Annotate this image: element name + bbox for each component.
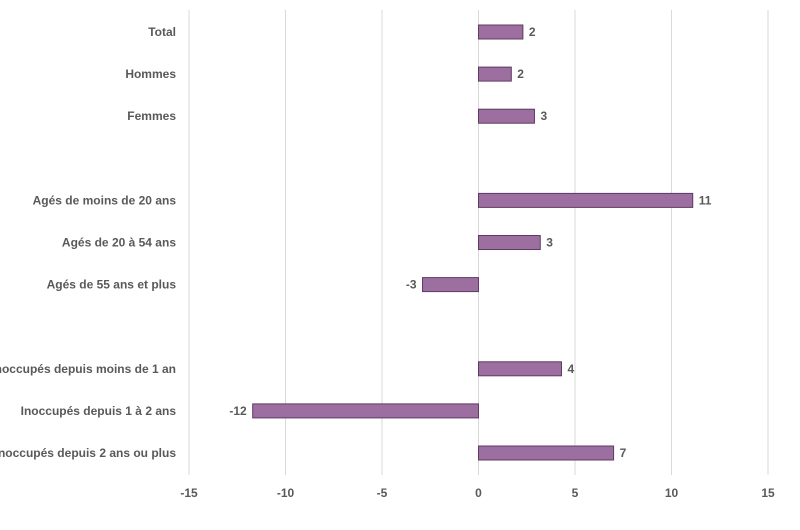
x-tick-label: 0 — [475, 486, 482, 500]
x-tick-label: -15 — [180, 486, 198, 500]
bar — [252, 403, 479, 419]
category-label: Inoccupés depuis 1 à 2 ans — [21, 404, 177, 418]
category-labels: Total Hommes Femmes Agés de moins de 20 ans… — [0, 25, 176, 460]
bars — [252, 24, 694, 461]
gridlines — [188, 10, 769, 475]
bar — [478, 445, 615, 461]
category-label: Inoccupés depuis moins de 1 an — [0, 362, 176, 376]
data-label: 11 — [699, 193, 712, 207]
x-tick-label: 15 — [761, 486, 775, 500]
data-label: 3 — [546, 236, 553, 250]
category-label: Inoccupés depuis 2 ans ou plus — [0, 446, 176, 460]
category-label: Total — [148, 25, 176, 39]
category-label: Hommes — [125, 67, 176, 81]
x-tick-label: 5 — [572, 486, 579, 500]
data-label: 7 — [620, 446, 627, 460]
data-label: 2 — [517, 67, 524, 81]
data-label: -12 — [229, 404, 247, 418]
x-tick-label: -5 — [377, 486, 388, 500]
bar — [478, 361, 562, 377]
bar — [478, 108, 535, 124]
category-label: Agés de 20 à 54 ans — [62, 236, 176, 250]
x-tick-label: -10 — [277, 486, 295, 500]
category-label: Femmes — [127, 109, 176, 123]
data-label: 4 — [567, 362, 574, 376]
data-labels: 2 2 3 11 3 -3 4 -12 7 — [229, 25, 711, 460]
x-axis-tick-labels: -15 -10 -5 0 5 10 15 — [180, 486, 775, 500]
data-label: -3 — [406, 278, 417, 292]
category-label: Agés de moins de 20 ans — [33, 193, 177, 207]
data-label: 2 — [529, 25, 536, 39]
bar — [478, 235, 541, 250]
data-label: 3 — [540, 109, 547, 123]
bar — [478, 24, 524, 40]
bar — [478, 192, 694, 208]
x-tick-label: 10 — [665, 486, 679, 500]
bar — [422, 277, 479, 293]
bar — [478, 66, 512, 82]
category-label: Agés de 55 ans et plus — [47, 278, 177, 292]
